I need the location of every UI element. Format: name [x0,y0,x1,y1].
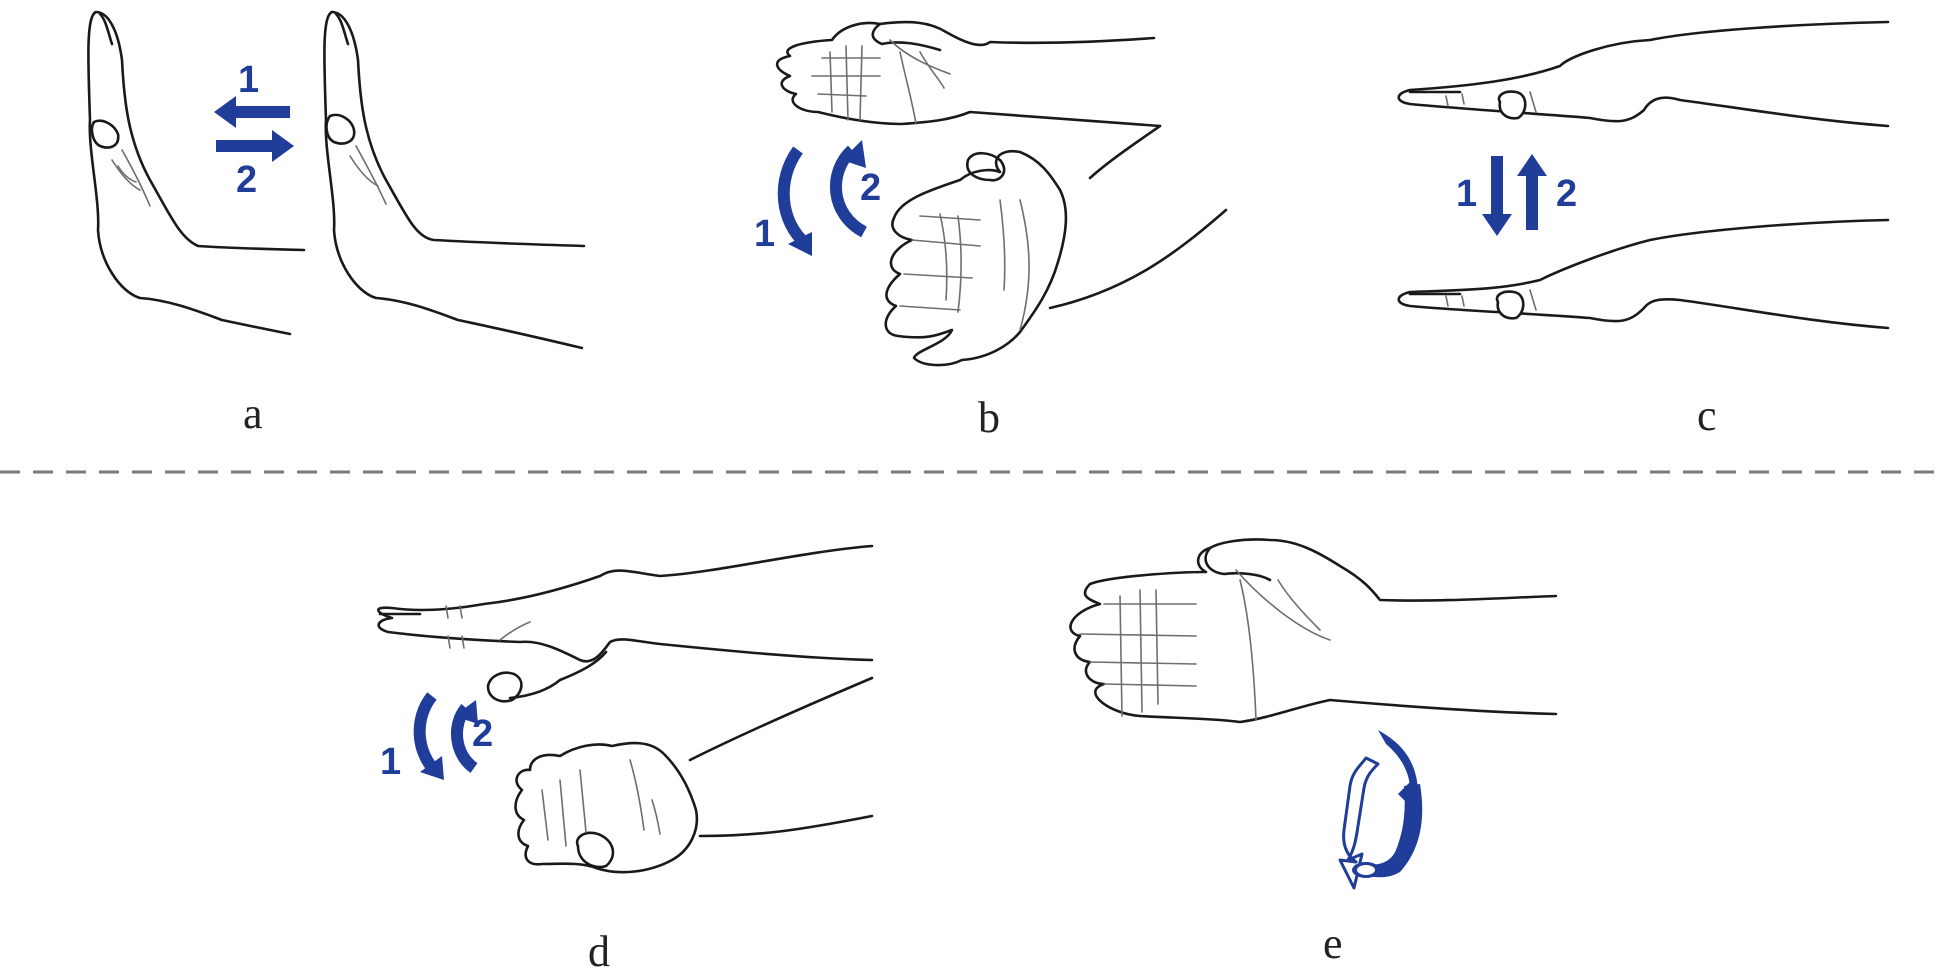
hand-c-upper [1397,20,1890,128]
panel-label-e: e [1323,919,1343,968]
panel-label-d: d [588,927,610,976]
step-label-1: 1 [754,213,775,255]
step-label-2: 2 [860,167,881,209]
panel-a: 1 2 a [87,10,586,438]
step-label-2: 2 [236,159,257,201]
arrow-d-arc-1 [413,692,444,780]
panel-label-c: c [1697,391,1717,440]
rotation-arrow-icon [1338,730,1423,890]
arrow-c-down [1482,156,1512,236]
arrow-c-up [1517,154,1547,230]
panel-b: 1 2 b [754,20,1228,442]
hand-b-fist [884,124,1228,367]
arrow-a-right [216,130,294,162]
step-label-1: 1 [238,59,259,101]
hand-c-lower [1397,218,1890,330]
arrow-a-left [214,96,290,128]
step-label-2: 2 [472,713,493,755]
step-label-1: 1 [380,741,401,783]
hand-a-left [87,10,306,336]
hand-e-open-palm [1069,538,1558,724]
step-label-1: 1 [1456,173,1477,215]
arrow-d-arc-2 [450,700,478,773]
hand-d-flat [377,544,874,703]
step-label-2: 2 [1556,173,1577,215]
panel-e: e [1069,538,1558,968]
hand-a-right [323,10,586,350]
panel-c: 1 2 c [1397,20,1890,440]
panel-label-b: b [978,393,1000,442]
panel-label-a: a [243,389,263,438]
arrow-b-arc-2 [829,140,868,238]
hand-d-fist [514,676,874,874]
hand-b-open-palm [775,20,1162,128]
panel-d: 1 2 d [377,544,874,976]
arrow-b-arc-1 [777,146,812,256]
